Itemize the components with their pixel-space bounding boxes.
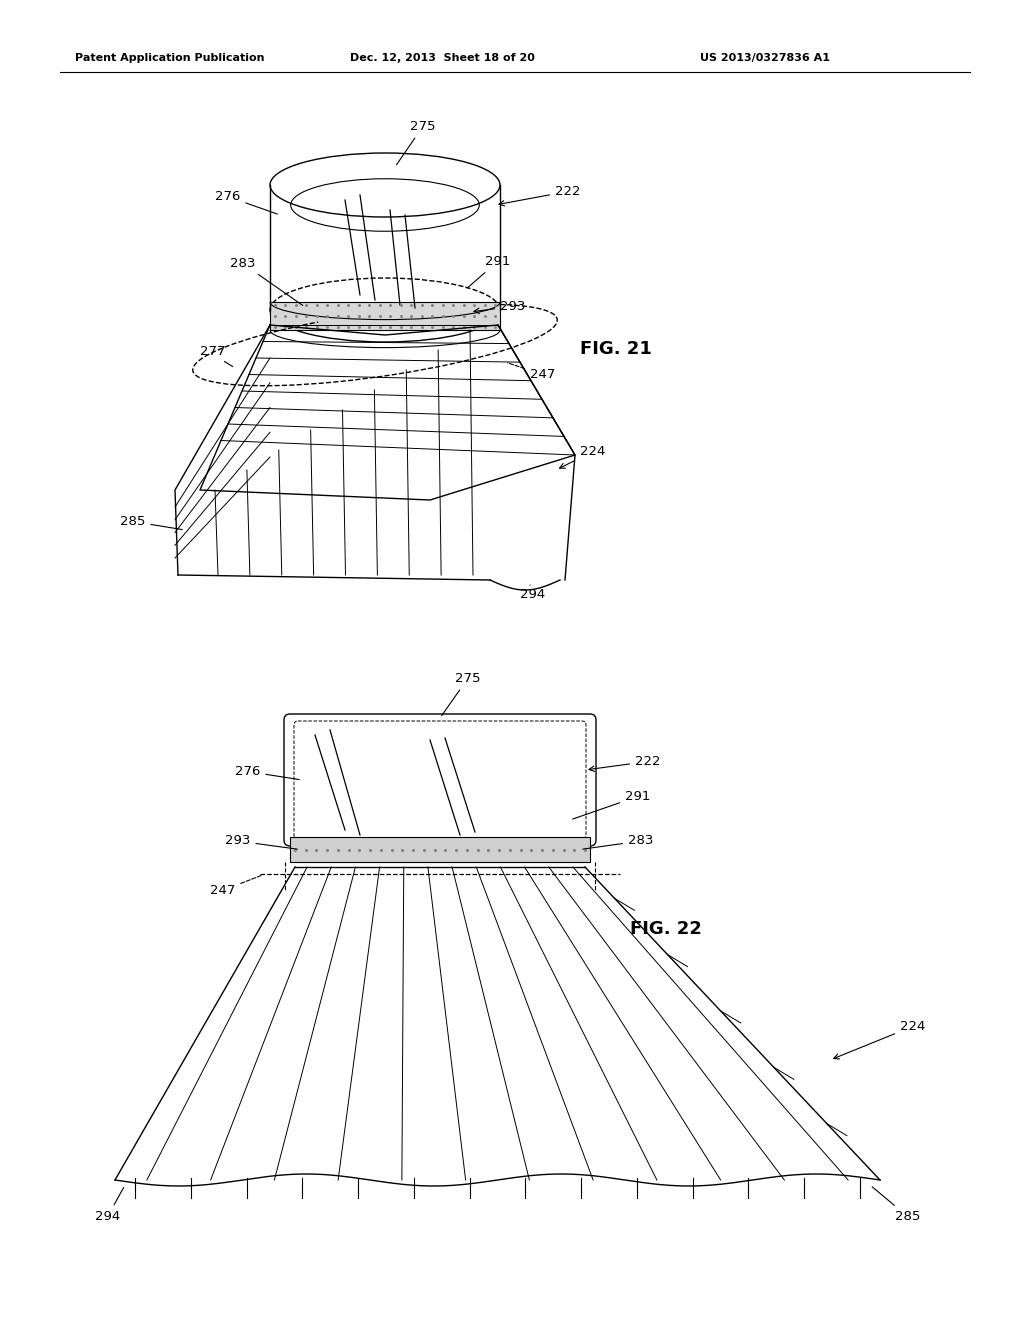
Text: 224: 224 [834, 1020, 926, 1059]
Text: 247: 247 [508, 363, 555, 381]
Text: US 2013/0327836 A1: US 2013/0327836 A1 [700, 53, 830, 63]
Text: 285: 285 [120, 515, 182, 529]
Text: 291: 291 [572, 789, 650, 820]
Text: 283: 283 [583, 834, 653, 849]
Text: 276: 276 [215, 190, 278, 214]
Text: 293: 293 [474, 300, 525, 313]
Bar [290, 837, 590, 862]
Text: 224: 224 [559, 445, 605, 469]
Text: 277: 277 [200, 345, 225, 358]
Text: FIG. 22: FIG. 22 [630, 920, 701, 939]
Text: 222: 222 [499, 185, 581, 206]
Text: FIG. 21: FIG. 21 [580, 341, 652, 358]
Text: Patent Application Publication: Patent Application Publication [75, 53, 264, 63]
Text: Dec. 12, 2013  Sheet 18 of 20: Dec. 12, 2013 Sheet 18 of 20 [350, 53, 535, 63]
Text: 222: 222 [589, 755, 660, 771]
Text: 275: 275 [441, 672, 480, 715]
Text: 291: 291 [467, 255, 510, 288]
Text: 293: 293 [225, 834, 297, 849]
Text: 275: 275 [396, 120, 435, 165]
Text: 285: 285 [872, 1187, 921, 1224]
Text: 276: 276 [234, 766, 299, 780]
Bar [270, 302, 500, 330]
Text: 283: 283 [230, 257, 303, 305]
Text: 247: 247 [210, 875, 262, 898]
Text: 294: 294 [95, 1188, 124, 1224]
Text: 294: 294 [520, 585, 545, 601]
